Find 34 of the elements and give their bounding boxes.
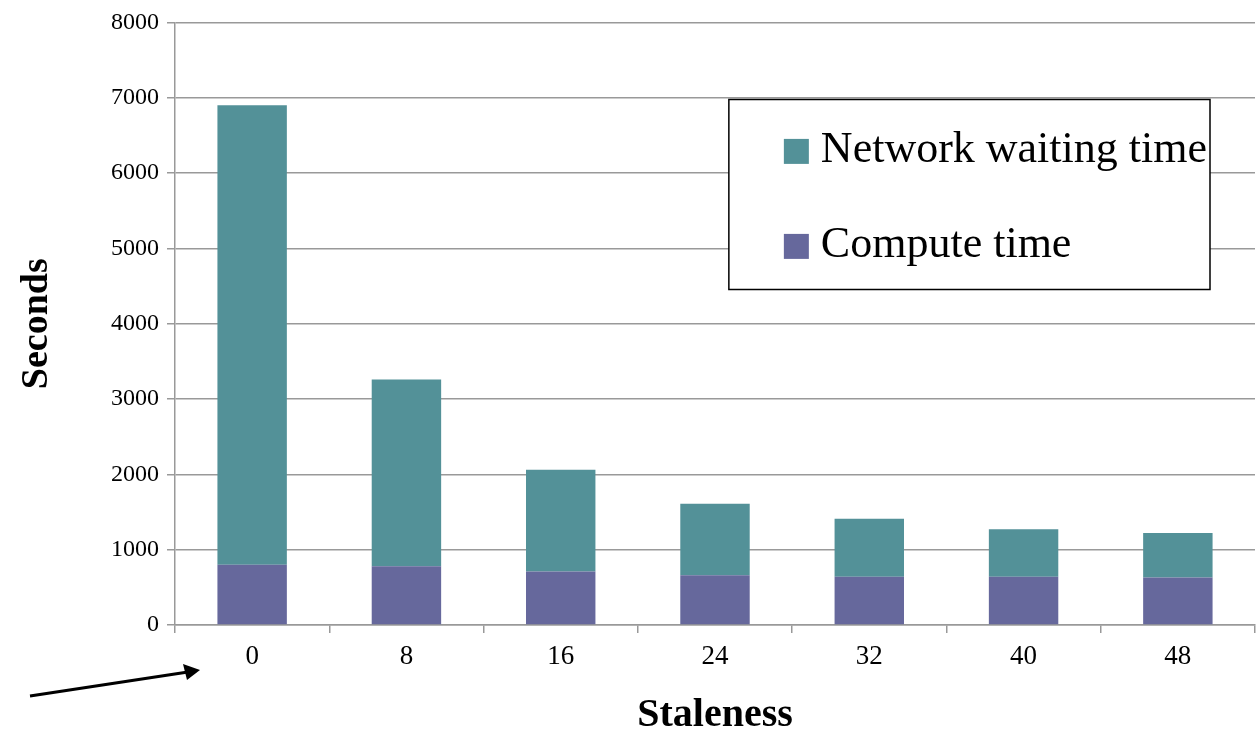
y-tick-label: 4000 [111, 309, 159, 335]
x-tick-label: 40 [1010, 640, 1038, 671]
x-axis-title: Staleness [637, 690, 793, 736]
bar [680, 503, 750, 576]
bar [834, 518, 904, 577]
y-axis-title: Seconds [12, 258, 55, 390]
x-tick-label: 0 [245, 640, 259, 671]
y-tick-label: 8000 [111, 7, 159, 34]
bar [217, 564, 287, 625]
bar [988, 576, 1059, 625]
x-tick-label: 32 [855, 640, 883, 671]
bar [1143, 533, 1213, 578]
y-tick-label: 1000 [111, 534, 159, 561]
bar [988, 529, 1059, 577]
legend-label: Network waiting time [820, 123, 1207, 173]
x-tick-label: 24 [701, 640, 729, 671]
y-tick-label: 6000 [111, 158, 159, 185]
bar [217, 105, 287, 565]
bar [371, 566, 442, 625]
y-tick-label: 0 [147, 610, 159, 637]
x-tick-label: 48 [1164, 640, 1192, 671]
y-tick-label: 3000 [111, 384, 159, 411]
bar [834, 576, 904, 625]
x-tick-label: 8 [399, 640, 414, 671]
y-tick-label: 2000 [111, 459, 159, 486]
bar [680, 575, 750, 625]
bar [371, 379, 442, 567]
x-tick-label: 16 [547, 640, 575, 671]
y-tick-label: 7000 [111, 83, 159, 110]
bar [1143, 577, 1213, 625]
legend-label: Compute time [820, 218, 1072, 268]
bar [526, 571, 596, 625]
y-tick-label: 5000 [111, 233, 159, 260]
bar [526, 469, 596, 572]
